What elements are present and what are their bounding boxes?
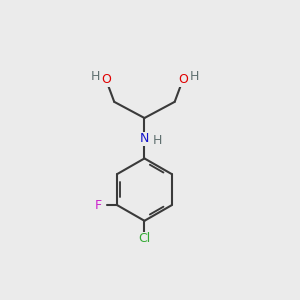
Text: O: O: [178, 74, 188, 86]
Text: O: O: [101, 74, 111, 86]
Text: H: H: [189, 70, 199, 83]
Text: Cl: Cl: [138, 232, 151, 245]
Text: N: N: [140, 132, 149, 145]
Text: H: H: [153, 134, 162, 147]
Text: H: H: [91, 70, 100, 83]
Text: F: F: [95, 199, 102, 212]
